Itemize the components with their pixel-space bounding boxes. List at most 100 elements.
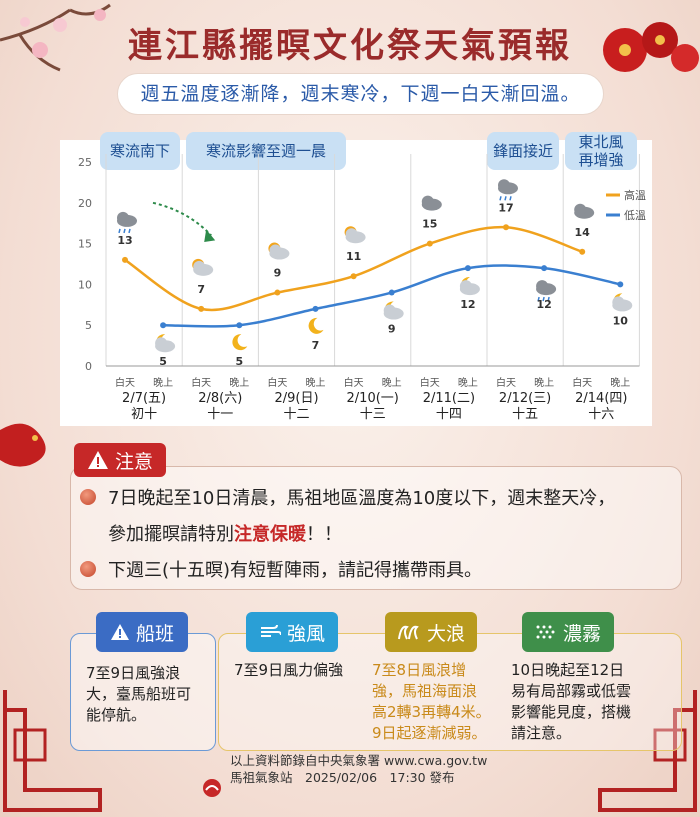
attention-emphasis: 注意保暖	[234, 524, 306, 545]
cloud-icon	[269, 244, 282, 257]
date-label: 2/11(二)	[423, 391, 475, 406]
wave-text-line: 7至8日風浪增	[372, 661, 467, 679]
high-temp-point	[579, 248, 586, 255]
phase-label: 東北風	[578, 133, 624, 151]
lunar-date-label: 十三	[360, 407, 386, 422]
low-temp-label: 5	[159, 355, 167, 368]
ship-text-line: 7至9日風強浪	[86, 664, 181, 682]
phase-label: 寒流影響至週一晨	[205, 142, 326, 160]
high-temp-point	[274, 289, 281, 296]
x-tick-label: 白天	[344, 376, 364, 389]
phase-cold-impact: 寒流影響至週一晨	[186, 132, 346, 170]
ship-text-line: 大，臺馬船班可	[86, 685, 192, 703]
footer: 以上資料節錄自中央氣象署 www.cwa.gov.tw 馬祖氣象站 2025/0…	[230, 752, 487, 786]
attention-text: 下週三(十五暝)有短暫陣雨，請記得攜帶雨具。	[108, 560, 483, 581]
fog-icon	[536, 625, 555, 639]
fog-text-line: 影響能見度，搭機	[511, 703, 632, 721]
date-label: 2/14(四)	[575, 391, 627, 406]
temperature-chart: 0 5 10 15 20 25 白天 晚上 白天 晚上 白天 晚上 白天 晚上 白天 晚上 白天 晚上 白天 晚上 2/…	[78, 154, 646, 422]
x-tick-label: 晚上	[534, 377, 554, 389]
attention-label-text: 注意	[114, 450, 153, 473]
warning-icon	[110, 624, 129, 640]
ship-text-line: 能停航。	[86, 706, 147, 724]
lantern-frame-left	[3, 690, 102, 812]
legend-label: 低溫	[624, 208, 646, 222]
x-tick-label: 白天	[115, 376, 135, 389]
low-temp-label: 7	[312, 339, 320, 352]
fog-text-line: 10日晚起至12日	[511, 661, 625, 679]
hazard-box	[218, 633, 682, 751]
fog-text-line: 請注意。	[511, 724, 572, 742]
wave-label: 大浪	[385, 612, 477, 652]
cloud-icon	[612, 296, 625, 309]
x-tick-label: 白天	[572, 376, 592, 389]
high-temp-point	[198, 305, 205, 312]
x-tick-label: 晚上	[458, 377, 478, 389]
low-temp-point	[236, 322, 243, 329]
ship-label: 船班	[96, 612, 188, 652]
date-label: 2/9(日)	[274, 391, 318, 406]
chart-card	[60, 140, 652, 426]
wave-text-line: 強，馬祖海面浪	[372, 682, 478, 700]
lunar-date-label: 初十	[131, 407, 157, 422]
bullet-icon	[80, 561, 96, 577]
phase-cold-surge: 寒流南下	[100, 132, 180, 170]
wave-text: 7至8日風浪增 強，馬祖海面浪 高2轉3再轉4米。 9日起逐漸減弱。	[372, 660, 491, 744]
attention-text: 參加擺暝請特別	[108, 524, 234, 545]
wind-label-text: 強風	[286, 622, 325, 645]
low-temp-label: 9	[388, 323, 396, 336]
high-temp-point	[426, 240, 433, 247]
x-tick-label: 晚上	[382, 377, 402, 389]
high-temp-label: 13	[117, 234, 132, 247]
wave-icon	[397, 625, 419, 640]
low-temp-point	[464, 265, 471, 272]
legend-label: 高溫	[624, 188, 646, 202]
moon-icon	[232, 334, 248, 351]
high-temp-label: 11	[346, 250, 361, 263]
x-tick-label: 晚上	[229, 377, 249, 389]
date-label: 2/12(三)	[499, 391, 551, 406]
attention-box	[70, 466, 682, 590]
high-temp-point	[122, 256, 128, 263]
rain-icon	[499, 196, 512, 201]
rain-icon	[118, 228, 131, 234]
dragon-decoration	[0, 423, 46, 467]
red-flower-decoration	[603, 22, 699, 72]
high-temp-label: 17	[498, 201, 513, 214]
cloud-icon	[459, 280, 472, 293]
fog-text-line: 易有局部霧或低雲	[511, 682, 632, 700]
x-tick-label: 白天	[191, 376, 211, 389]
cloud-icon	[117, 211, 129, 224]
lunar-date-label: 十二	[283, 407, 309, 422]
y-tick-label: 5	[85, 319, 92, 332]
warning-icon	[87, 451, 108, 469]
x-tick-label: 白天	[267, 376, 287, 389]
date-label: 2/7(五)	[122, 391, 166, 406]
high-temp-point	[503, 224, 509, 231]
ship-box	[70, 633, 216, 751]
high-temp-point	[350, 273, 357, 280]
lunar-date-label: 十一	[207, 407, 233, 422]
x-tick-label: 白天	[420, 376, 440, 389]
x-tick-label: 晚上	[610, 377, 630, 389]
phase-front: 鋒面接近	[487, 132, 559, 170]
phase-label: 鋒面接近	[492, 142, 553, 160]
high-temp-label: 15	[422, 218, 437, 231]
low-temp-point	[388, 289, 395, 296]
low-temp-label: 12	[536, 298, 551, 311]
attention-line-3: 下週三(十五暝)有短暫陣雨，請記得攜帶雨具。	[80, 556, 482, 582]
wind-icon	[260, 624, 281, 637]
low-temp-label: 12	[460, 298, 475, 311]
low-temp-point	[541, 265, 548, 272]
cold-arrow-head	[204, 229, 216, 242]
subtitle: 週五溫度逐漸降，週末寒冷，下週一白天漸回溫。	[117, 73, 604, 115]
ship-label-text: 船班	[135, 622, 174, 645]
page-title: 連江縣擺暝文化祭天氣預報	[128, 26, 572, 66]
lunar-date-label: 十六	[588, 407, 614, 422]
y-tick-label: 0	[85, 360, 92, 373]
low-temp-label: 5	[235, 355, 243, 368]
cloud-icon	[383, 304, 396, 317]
wave-label-text: 大浪	[426, 622, 465, 645]
y-tick-label: 15	[78, 238, 92, 251]
lunar-date-label: 十四	[436, 407, 462, 422]
